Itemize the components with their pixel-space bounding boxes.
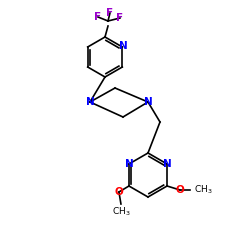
Text: F: F [116,13,123,23]
Text: N: N [163,159,172,169]
Text: N: N [124,159,133,169]
Text: N: N [86,97,94,107]
Text: CH$_3$: CH$_3$ [194,184,213,196]
Text: O: O [114,187,123,197]
Text: N: N [119,41,128,51]
Text: CH$_3$: CH$_3$ [112,206,130,218]
Text: F: F [106,8,114,18]
Text: N: N [144,97,152,107]
Text: O: O [176,185,184,195]
Text: F: F [94,12,102,22]
